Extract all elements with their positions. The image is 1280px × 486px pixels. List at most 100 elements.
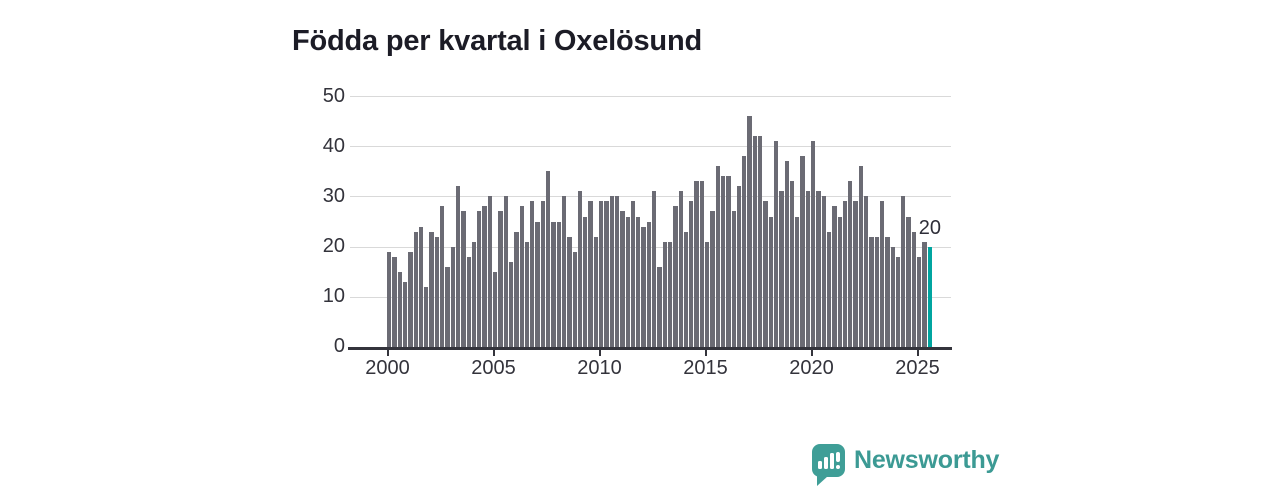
bar [917, 256, 922, 349]
bar [885, 236, 890, 349]
highlighted-bar-2025-q3 [927, 246, 932, 349]
bar [662, 241, 667, 349]
bar [715, 166, 720, 349]
bar [530, 201, 535, 349]
bar [689, 201, 694, 349]
bar [842, 201, 848, 349]
bar [922, 241, 927, 349]
bar [588, 201, 593, 349]
bar [720, 176, 726, 349]
bar [556, 221, 561, 349]
bar [848, 181, 853, 349]
bar [731, 211, 736, 349]
gridline-y-30 [350, 196, 951, 198]
x-axis-tick-2020 [810, 349, 813, 356]
bar [620, 211, 625, 349]
bar [434, 236, 440, 349]
gridline-y-50 [350, 96, 951, 98]
bar [424, 286, 429, 349]
bar [874, 236, 879, 349]
bar [694, 181, 699, 349]
bar [683, 231, 689, 349]
bar [546, 171, 551, 349]
y-axis-label-40: 40 [322, 134, 345, 157]
bar [418, 226, 424, 349]
bar [726, 176, 731, 349]
bar [604, 201, 609, 349]
bar [752, 136, 758, 349]
bar [482, 206, 487, 349]
bar [758, 136, 763, 349]
bar [519, 206, 524, 349]
bar [387, 251, 392, 349]
newsworthy-logo: Newsworthy [812, 444, 999, 486]
x-axis-tick-2000 [386, 349, 389, 356]
bar [493, 271, 498, 349]
bar [747, 116, 752, 349]
bar [763, 201, 768, 349]
y-axis-label-20: 20 [322, 235, 345, 258]
bar [657, 266, 662, 349]
bar [599, 201, 604, 349]
bar [408, 251, 413, 349]
x-axis-label-2005: 2005 [471, 357, 516, 379]
bar [461, 211, 466, 349]
bar [630, 201, 636, 349]
bar [795, 216, 800, 349]
bar [551, 221, 556, 349]
bar [413, 231, 418, 349]
bar [609, 196, 614, 349]
gridline-y-40 [350, 146, 951, 148]
speech-bubble-tail [817, 476, 828, 486]
chart-title: Födda per kvartal i Oxelösund [292, 25, 702, 58]
bar [583, 216, 588, 349]
bar [577, 191, 583, 349]
bar [503, 196, 508, 349]
bar [710, 211, 715, 349]
bar [514, 231, 519, 349]
bar [561, 196, 567, 349]
bar [853, 201, 858, 349]
bar [800, 156, 805, 349]
bar [821, 196, 826, 349]
x-axis-label-2010: 2010 [577, 357, 622, 379]
x-axis-tick-2005 [492, 349, 495, 356]
bar [837, 216, 842, 349]
bar [858, 166, 864, 349]
bar [678, 191, 683, 349]
x-axis-label-2015: 2015 [683, 357, 728, 379]
bar [879, 201, 885, 349]
bar [826, 231, 832, 349]
bar [614, 196, 620, 349]
bar [890, 246, 895, 349]
bar [455, 186, 461, 349]
bar [699, 181, 705, 349]
bar [429, 231, 434, 349]
bar [895, 256, 901, 349]
bar [487, 196, 493, 349]
bar [593, 236, 599, 349]
bar [901, 196, 906, 349]
bar [768, 216, 773, 349]
bar [445, 266, 450, 349]
bar [540, 201, 546, 349]
y-axis-label-0: 0 [333, 335, 345, 358]
bar [864, 196, 869, 349]
x-axis-tick-2025 [916, 349, 919, 356]
y-axis-label-30: 30 [322, 184, 345, 207]
x-axis-line [348, 346, 952, 350]
bar [508, 261, 514, 349]
bar [402, 281, 408, 349]
bar [736, 186, 742, 349]
bar [832, 206, 837, 349]
newsworthy-speech-bubble-bar-chart-icon [812, 444, 845, 486]
bar [779, 191, 784, 349]
bar [742, 156, 747, 349]
bar [567, 236, 572, 349]
bar [466, 256, 471, 349]
bar [641, 226, 646, 349]
bar [636, 216, 641, 349]
bar [773, 141, 779, 349]
bar [524, 241, 530, 349]
x-axis-label-2025: 2025 [895, 357, 940, 379]
